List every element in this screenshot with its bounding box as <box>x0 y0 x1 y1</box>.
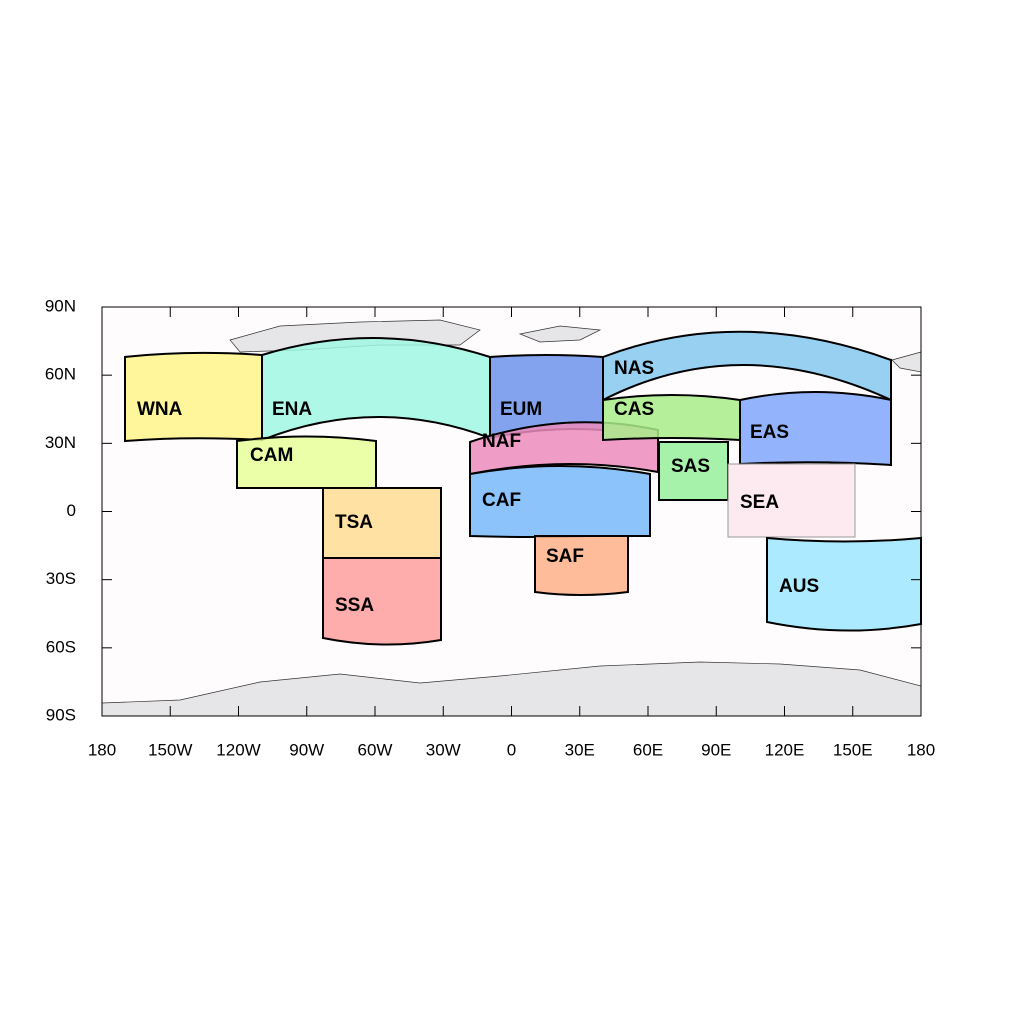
x-tick-label: 120W <box>216 740 260 759</box>
region-label: NAF <box>482 431 521 452</box>
x-tick-label: 30E <box>565 740 595 759</box>
x-tick-label: 60W <box>358 740 393 759</box>
region-label: CAM <box>250 445 293 466</box>
region-label: CAS <box>614 399 654 420</box>
x-tick-label: 90E <box>701 740 731 759</box>
region-label: NAS <box>614 358 654 379</box>
region-label: TSA <box>335 512 373 533</box>
region <box>727 463 856 538</box>
x-tick-label: 150W <box>148 740 192 759</box>
y-tick-label: 60S <box>46 637 76 656</box>
y-tick-label: 90N <box>45 296 76 315</box>
region-label: SEA <box>740 492 779 513</box>
region-label: SAS <box>671 456 710 477</box>
region-label: WNA <box>137 399 183 420</box>
y-tick-label: 30N <box>45 433 76 452</box>
region <box>739 391 892 467</box>
region <box>236 435 377 489</box>
region <box>322 557 442 646</box>
y-tick-label: 60N <box>45 365 76 384</box>
x-tick-label: 180 <box>907 740 935 759</box>
x-tick-label: 30W <box>426 740 461 759</box>
x-tick-label: 150E <box>833 740 873 759</box>
region <box>534 535 629 596</box>
region-label: AUS <box>779 576 819 597</box>
region-label: EUM <box>500 399 542 420</box>
y-tick-label: 0 <box>67 501 76 520</box>
y-tick-label: 90S <box>46 705 76 724</box>
region <box>469 465 651 538</box>
x-tick-label: 90W <box>289 740 324 759</box>
region-label: SAF <box>546 546 584 567</box>
region-label: EAS <box>750 422 789 443</box>
y-tick-label: 30S <box>46 569 76 588</box>
x-tick-label: 180 <box>88 740 116 759</box>
x-tick-label: 120E <box>765 740 805 759</box>
region <box>124 351 263 443</box>
x-tick-label: 60E <box>633 740 663 759</box>
x-tick-label: 0 <box>507 740 516 759</box>
region-label: CAF <box>482 490 521 511</box>
region-label: SSA <box>335 595 374 616</box>
region-label: ENA <box>272 399 312 420</box>
